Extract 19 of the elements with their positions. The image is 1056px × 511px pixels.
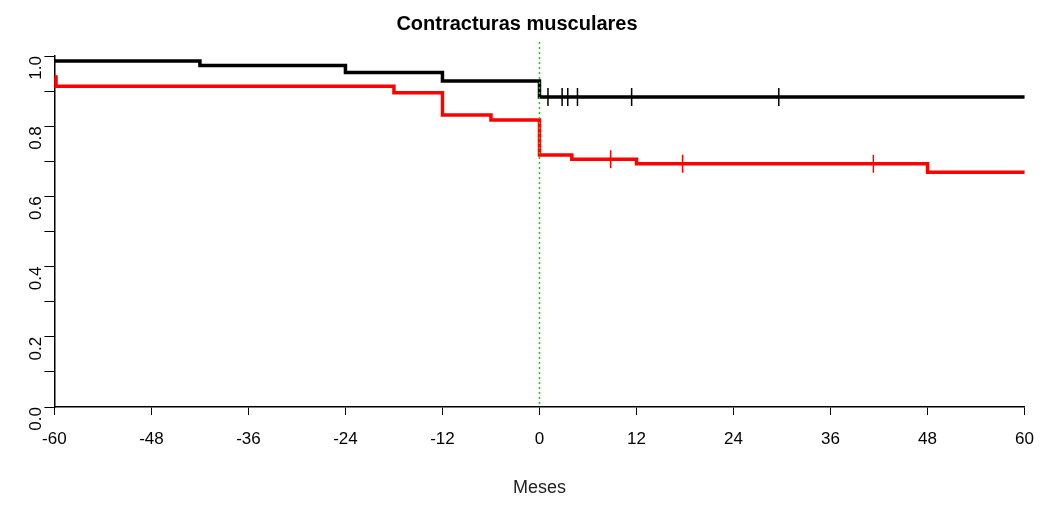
x-axis-title: Meses xyxy=(512,477,566,498)
x-tick-label: -60 xyxy=(42,428,67,448)
x-tick-label: -24 xyxy=(333,428,358,448)
y-tick-label: 0.4 xyxy=(26,266,46,291)
x-tick-label: 12 xyxy=(627,428,646,448)
x-tick-label: 24 xyxy=(724,428,743,448)
y-tick-label: 0.0 xyxy=(26,407,46,431)
x-tick-label: 60 xyxy=(1015,428,1035,448)
x-tick-label: -48 xyxy=(139,428,164,448)
y-tick-label: 0.6 xyxy=(26,196,46,221)
chart-title: Contracturas musculares xyxy=(396,11,638,34)
x-tick-label: 0 xyxy=(534,428,545,448)
x-tick-label: -36 xyxy=(236,428,261,448)
x-tick-label: -12 xyxy=(430,428,455,448)
x-tick-label: 48 xyxy=(918,428,937,448)
x-tick-label: 36 xyxy=(821,428,840,448)
y-tick-label: 1.0 xyxy=(26,56,46,80)
y-tick-label: 0.8 xyxy=(26,126,46,150)
y-tick-label: 0.2 xyxy=(26,336,46,361)
